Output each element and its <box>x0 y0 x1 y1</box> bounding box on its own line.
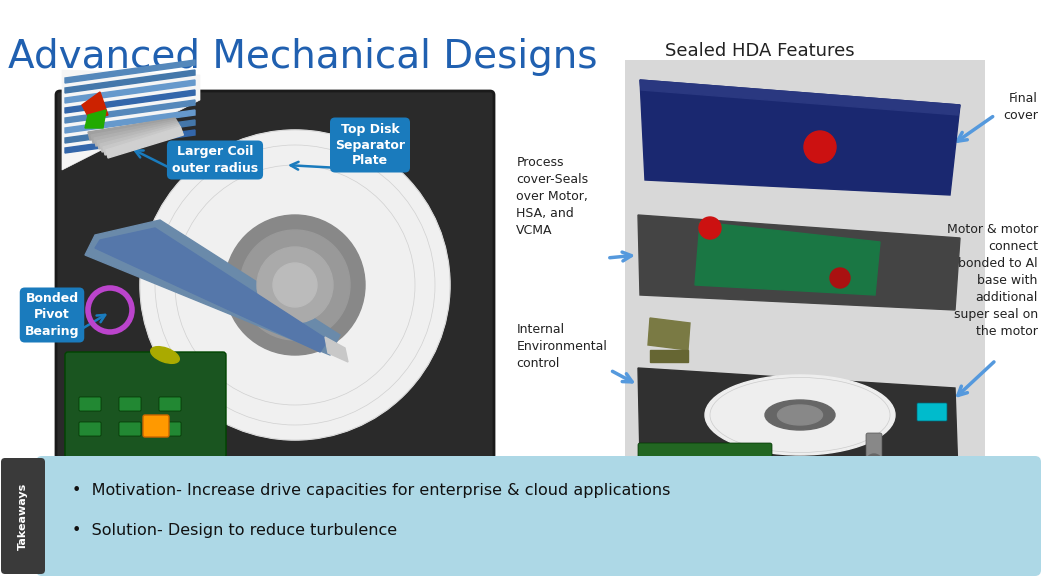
Text: Takeaways: Takeaways <box>18 483 28 550</box>
Ellipse shape <box>150 347 179 364</box>
Polygon shape <box>638 368 959 475</box>
Text: •  Solution- Design to reduce turbulence: • Solution- Design to reduce turbulence <box>72 523 397 538</box>
Ellipse shape <box>765 400 835 430</box>
Text: Internal
Environmental
control: Internal Environmental control <box>516 323 607 370</box>
Polygon shape <box>103 125 183 155</box>
Polygon shape <box>638 215 960 310</box>
Polygon shape <box>65 100 195 123</box>
Circle shape <box>140 130 450 440</box>
Polygon shape <box>91 120 179 143</box>
Polygon shape <box>65 60 195 83</box>
Text: Process
cover-Seals
over Motor,
HSA, and
VCMA: Process cover-Seals over Motor, HSA, and… <box>516 156 588 237</box>
FancyBboxPatch shape <box>143 415 169 437</box>
Polygon shape <box>84 110 106 128</box>
Text: Motor & motor
connect
bonded to Al
base with
additional
super seal on
the motor: Motor & motor connect bonded to Al base … <box>947 223 1038 338</box>
Polygon shape <box>82 92 108 120</box>
Text: Bonded
Pivot
Bearing: Bonded Pivot Bearing <box>25 292 79 338</box>
FancyBboxPatch shape <box>917 403 947 421</box>
FancyBboxPatch shape <box>1 458 45 574</box>
FancyBboxPatch shape <box>119 422 141 436</box>
Polygon shape <box>640 80 960 115</box>
Polygon shape <box>65 110 195 133</box>
Circle shape <box>225 215 365 355</box>
Text: Final
cover: Final cover <box>1003 92 1038 122</box>
Polygon shape <box>640 460 959 490</box>
Circle shape <box>866 454 882 470</box>
Text: Larger Coil
outer radius: Larger Coil outer radius <box>172 146 258 175</box>
Polygon shape <box>65 130 195 153</box>
Polygon shape <box>648 318 690 350</box>
FancyBboxPatch shape <box>159 397 181 411</box>
Circle shape <box>830 268 850 288</box>
Circle shape <box>699 217 721 239</box>
FancyBboxPatch shape <box>79 422 101 436</box>
Polygon shape <box>95 228 328 352</box>
Polygon shape <box>695 222 880 295</box>
Circle shape <box>273 263 317 307</box>
Polygon shape <box>640 80 960 195</box>
Text: Advanced Mechanical Designs: Advanced Mechanical Designs <box>8 38 598 76</box>
Polygon shape <box>65 80 195 103</box>
FancyBboxPatch shape <box>79 397 101 411</box>
Polygon shape <box>62 70 200 170</box>
Polygon shape <box>65 90 195 113</box>
Polygon shape <box>84 220 340 355</box>
Polygon shape <box>106 127 184 158</box>
Circle shape <box>804 131 836 163</box>
Ellipse shape <box>705 375 895 455</box>
Polygon shape <box>100 124 181 152</box>
Text: •  Motivation- Increase drive capacities for enterprise & cloud applications: • Motivation- Increase drive capacities … <box>72 483 671 498</box>
Text: Sealed HDA Features: Sealed HDA Features <box>665 42 855 60</box>
Ellipse shape <box>777 405 823 425</box>
Circle shape <box>257 247 333 323</box>
Polygon shape <box>97 123 180 149</box>
FancyBboxPatch shape <box>119 397 141 411</box>
FancyBboxPatch shape <box>56 91 494 459</box>
FancyBboxPatch shape <box>638 443 772 482</box>
Polygon shape <box>88 118 178 140</box>
Polygon shape <box>650 350 688 362</box>
Polygon shape <box>94 121 179 146</box>
FancyBboxPatch shape <box>866 433 882 465</box>
Polygon shape <box>325 337 348 362</box>
Polygon shape <box>65 120 195 143</box>
FancyBboxPatch shape <box>625 60 985 480</box>
FancyBboxPatch shape <box>159 422 181 436</box>
Text: Top Disk
Separator
Plate: Top Disk Separator Plate <box>335 123 405 168</box>
Polygon shape <box>65 70 195 93</box>
FancyBboxPatch shape <box>37 456 1041 576</box>
Circle shape <box>240 230 350 340</box>
FancyBboxPatch shape <box>65 352 226 458</box>
